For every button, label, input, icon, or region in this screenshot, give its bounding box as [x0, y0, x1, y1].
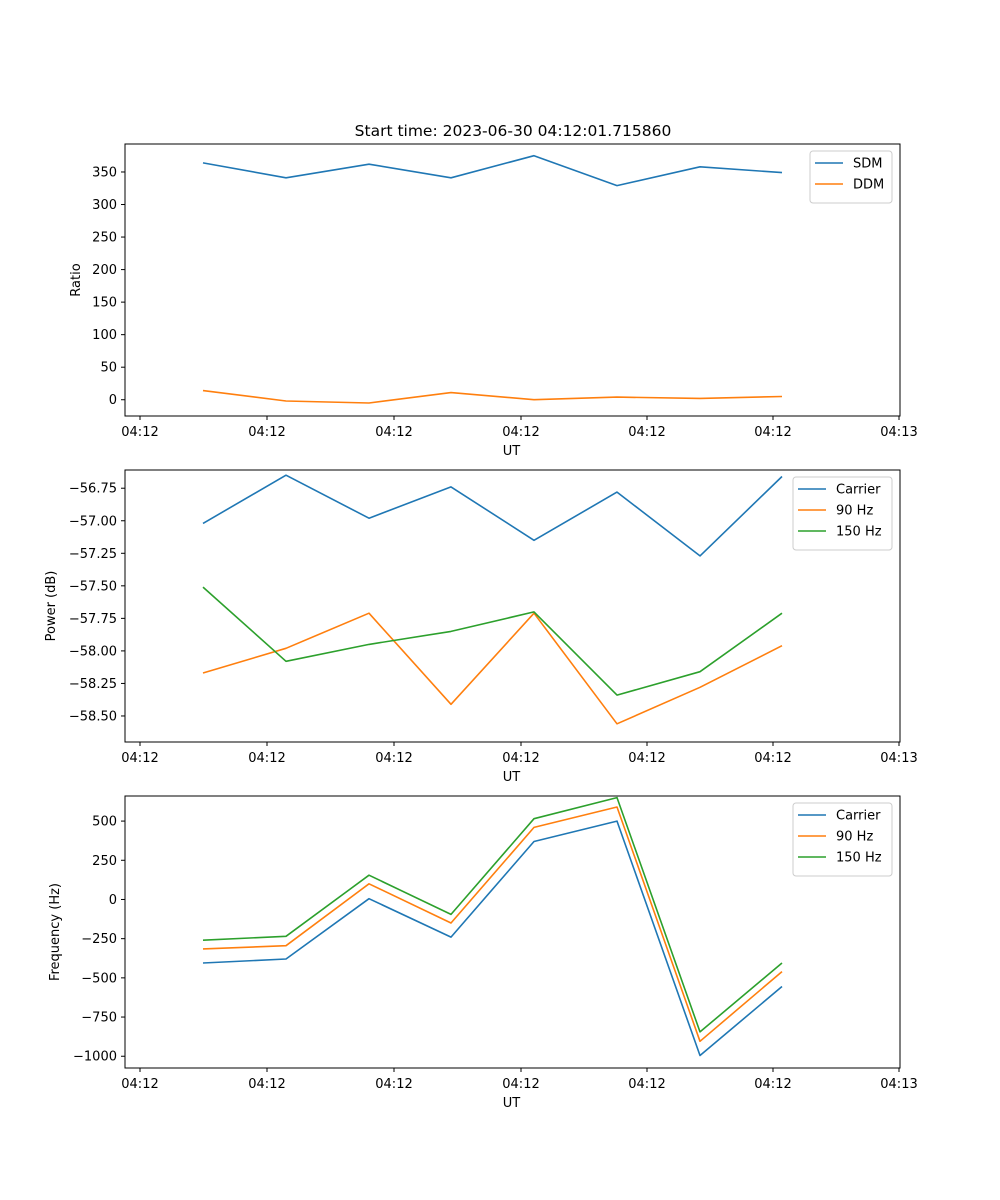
legend: Carrier 90 Hz 150 Hz [792, 476, 893, 551]
plot-frame [124, 795, 901, 1069]
plot-frame [124, 143, 901, 417]
legend: Carrier 90 Hz 150 Hz [792, 802, 893, 877]
y-tick-label: −58.50 [69, 709, 117, 724]
x-tick-label: 04:12 [121, 1077, 158, 1092]
y-tick-label: 500 [92, 815, 117, 830]
chart-panel-3: −1000 −750 −500 −250 0 250 500 04:12 04:12 04:12 0… [48, 795, 918, 1111]
x-tick-label: 04:12 [502, 425, 539, 440]
x-tick-label: 04:13 [880, 751, 917, 766]
x-tick-label: 04:13 [880, 1077, 917, 1092]
x-tick-label: 04:12 [248, 425, 285, 440]
x-tick-label: 04:12 [628, 425, 665, 440]
x-tick-label: 04:12 [375, 425, 412, 440]
y-tick-label: 250 [92, 231, 117, 246]
series-line-carrier [202, 820, 783, 1057]
y-tick-label: 0 [109, 393, 117, 408]
x-tick-label: 04:12 [375, 1077, 412, 1092]
legend-box [809, 150, 893, 204]
x-axis-label: UT [503, 770, 521, 785]
y-tick-label: −750 [81, 1011, 117, 1026]
x-tick-label: 04:12 [248, 751, 285, 766]
legend-label: 90 Hz [836, 504, 873, 519]
legend-label: DDM [853, 178, 884, 193]
x-tick-label: 04:12 [628, 1077, 665, 1092]
y-tick-label: −57.50 [69, 579, 117, 594]
x-tick-label: 04:13 [880, 425, 917, 440]
x-tick-label: 04:12 [754, 751, 791, 766]
y-tick-label: 200 [92, 263, 117, 278]
x-axis-label: UT [503, 444, 521, 459]
x-tick-label: 04:12 [502, 1077, 539, 1092]
legend-label: Carrier [836, 809, 881, 824]
x-tick-label: 04:12 [248, 1077, 285, 1092]
legend: SDM DDM [809, 150, 893, 204]
x-tick-label: 04:12 [628, 751, 665, 766]
chart-panel-2: −58.50 −58.25 −58.00 −57.75 −57.50 −57.25 −57.… [44, 469, 918, 785]
y-tick-label: 150 [92, 296, 117, 311]
legend-label: 90 Hz [836, 830, 873, 845]
legend-label: SDM [853, 157, 882, 172]
figure-title: Start time: 2023-06-30 04:12:01.715860 [355, 122, 672, 140]
x-tick-label: 04:12 [121, 751, 158, 766]
chart-panel-1: 0 50 100 150 200 250 300 350 04:12 04:12 04:12 04:1… [69, 143, 918, 459]
y-tick-label: −57.00 [69, 514, 117, 529]
y-axis-label: Ratio [69, 263, 84, 296]
legend-label: 150 Hz [836, 525, 882, 540]
series-line-ddm [202, 389, 783, 404]
plot-frame [124, 469, 901, 743]
y-tick-label: −58.00 [69, 644, 117, 659]
y-tick-label: −57.25 [69, 547, 117, 562]
y-tick-label: −500 [81, 971, 117, 986]
series-line-150-hz [202, 586, 783, 696]
x-axis-label: UT [503, 1096, 521, 1111]
x-tick-label: 04:12 [121, 425, 158, 440]
x-tick-label: 04:12 [754, 425, 791, 440]
y-tick-label: −57.75 [69, 612, 117, 627]
y-tick-label: −58.25 [69, 677, 117, 692]
series-line-carrier [202, 474, 783, 557]
y-tick-label: 250 [92, 854, 117, 869]
y-tick-label: 50 [100, 361, 117, 376]
x-tick-label: 04:12 [754, 1077, 791, 1092]
y-axis-label: Frequency (Hz) [48, 883, 63, 981]
series-line-90-hz [202, 612, 783, 725]
y-tick-label: 300 [92, 198, 117, 213]
y-tick-label: −56.75 [69, 482, 117, 497]
x-tick-label: 04:12 [502, 751, 539, 766]
y-axis-label: Power (dB) [44, 571, 59, 642]
y-tick-label: −1000 [73, 1050, 117, 1065]
y-tick-label: −250 [81, 932, 117, 947]
legend-label: Carrier [836, 483, 881, 498]
y-tick-label: 350 [92, 165, 117, 180]
series-line-90-hz [202, 806, 783, 1043]
legend-label: 150 Hz [836, 851, 882, 866]
x-tick-label: 04:12 [375, 751, 412, 766]
series-line-150-hz [202, 796, 783, 1033]
y-tick-label: 0 [109, 893, 117, 908]
y-tick-label: 100 [92, 328, 117, 343]
series-line-sdm [202, 154, 783, 187]
